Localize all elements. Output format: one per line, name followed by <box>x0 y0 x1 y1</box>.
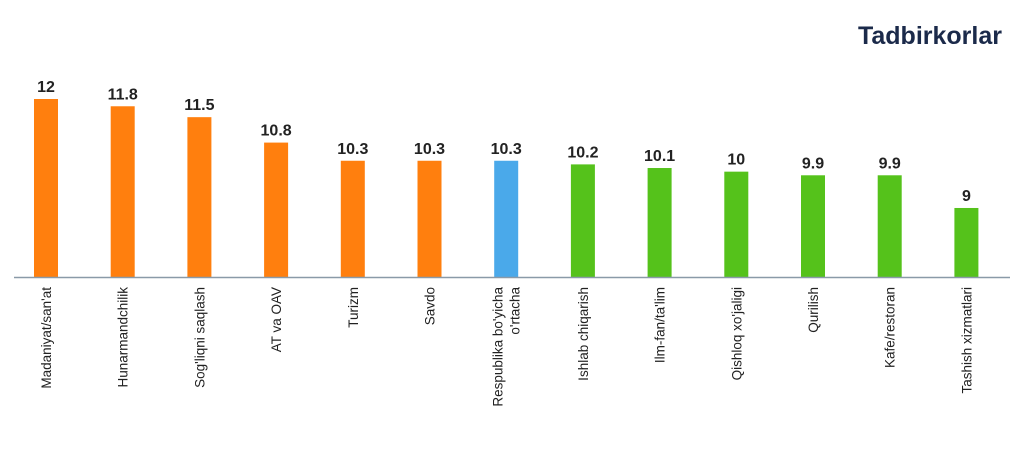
tick-label-0: Madaniyat/san'at <box>39 287 54 389</box>
bar-7 <box>570 164 595 277</box>
bar-1 <box>110 106 135 277</box>
value-label-1: 11.8 <box>108 86 138 103</box>
value-label-6: 10.3 <box>491 141 522 158</box>
value-label-10: 9.9 <box>802 155 824 172</box>
value-label-5: 10.3 <box>414 141 445 158</box>
bar-4 <box>340 160 365 277</box>
tick-label-11: Kafe/restoran <box>883 287 898 368</box>
value-label-12: 9 <box>962 188 971 205</box>
bar-2 <box>187 117 212 277</box>
value-label-9: 10 <box>727 152 745 169</box>
bar-5 <box>417 160 442 277</box>
tick-label-3: AT va OAV <box>269 287 284 352</box>
tick-label-6: Respublika bo'yicha o'rtacha <box>491 287 523 407</box>
value-label-7: 10.2 <box>567 144 598 161</box>
chart-title: Tadbirkorlar <box>857 22 1002 50</box>
value-labels-group: 12 11.8 11.5 10.8 10.3 10.3 10.3 10.2 10.1 10 9.9 9… <box>37 79 971 205</box>
value-label-11: 9.9 <box>879 155 901 172</box>
tick-label-8: Ilm-fan/ta'lim <box>653 287 668 363</box>
bars-group <box>34 99 979 277</box>
bar-12 <box>954 207 979 277</box>
tick-label-5: Savdo <box>423 287 438 325</box>
bar-9 <box>724 171 749 277</box>
bar-3 <box>264 142 289 277</box>
value-label-2: 11.5 <box>184 97 214 114</box>
value-label-0: 12 <box>37 79 55 96</box>
value-label-4: 10.3 <box>337 141 368 158</box>
bar-0 <box>34 99 58 277</box>
tick-label-9: Qishloq xo'jaligi <box>729 287 744 380</box>
tick-labels-group: Madaniyat/san'at Hunarmandchilik Sog'liqni… <box>39 287 974 407</box>
bar-11 <box>877 175 902 277</box>
tick-label-10: Qurilish <box>806 287 821 333</box>
tick-label-12: Tashish xizmatlari <box>959 287 974 394</box>
tick-label-1: Hunarmandchilik <box>116 287 131 388</box>
value-label-8: 10.1 <box>644 148 675 165</box>
value-label-3: 10.8 <box>261 123 292 140</box>
tick-label-7: Ishlab chiqarish <box>576 287 591 381</box>
tick-label-4: Turizm <box>346 287 361 328</box>
bar-10 <box>801 175 825 277</box>
tick-label-2: Sog'liqni saqlash <box>192 287 207 388</box>
bar-6 <box>494 160 519 277</box>
bar-8 <box>647 168 672 277</box>
